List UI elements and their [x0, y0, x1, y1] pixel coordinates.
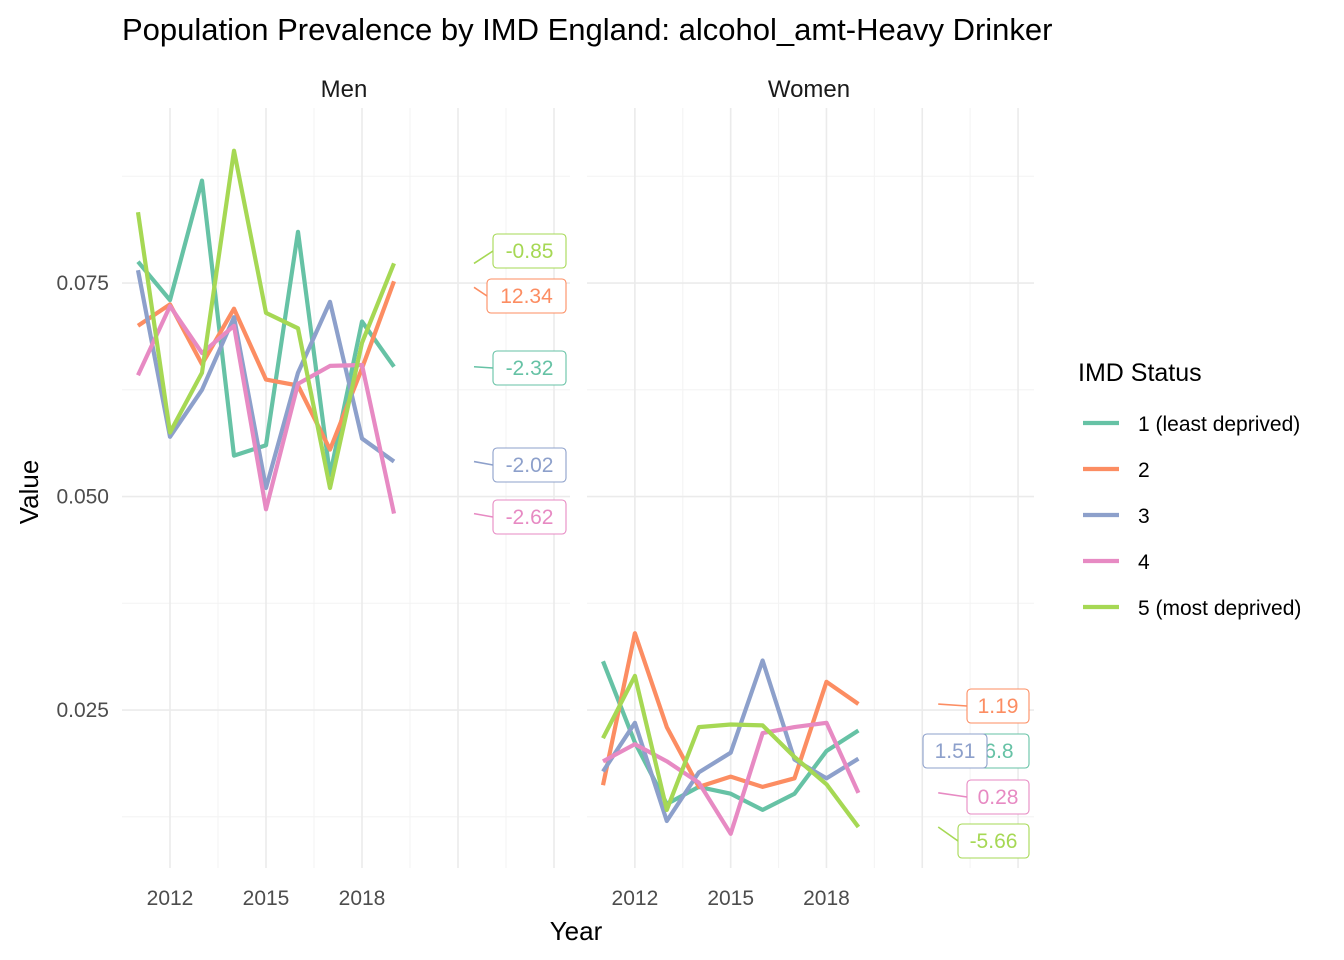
label-leader-line	[473, 250, 494, 265]
end-label-text: -2.32	[506, 357, 554, 380]
x-tick-label: 2012	[147, 887, 194, 910]
legend-label: 1 (least deprived)	[1138, 413, 1300, 436]
legend-item-3: 3	[1083, 505, 1150, 528]
series-line-1	[601, 660, 860, 813]
end-labels: -2.32 12.34 -2.02 -2.62 -0.85	[473, 233, 567, 535]
series-line-4	[136, 304, 397, 515]
end-label-text: 0.28	[978, 786, 1019, 809]
end-label-2: 1.19	[966, 688, 1030, 724]
end-label-1: -2.32	[492, 350, 567, 386]
legend-label: 2	[1138, 459, 1150, 482]
end-label-text: 1.51	[935, 740, 976, 763]
x-tick-label: 2018	[803, 887, 850, 910]
end-label-box	[492, 350, 567, 386]
label-leader-line	[473, 512, 494, 518]
panel-women: 2012 2015 2018 6.8 1.191.510.28 -5.66	[587, 108, 1034, 910]
series-line-5	[601, 673, 861, 829]
series-line-4	[602, 720, 861, 836]
end-label-box	[492, 499, 567, 535]
legend-label: 5 (most deprived)	[1138, 597, 1301, 620]
end-label-5: -5.66	[957, 823, 1030, 859]
x-axis-title: Year	[550, 916, 603, 946]
y-axis-ticks: 0.025 0.050 0.075	[56, 272, 109, 722]
legend: IMD Status 1 (least deprived) 2 3 4 5 (most …	[1078, 359, 1301, 620]
end-label-2: 12.34	[486, 278, 567, 314]
y-tick-label: 0.075	[56, 272, 109, 295]
end-label-text: 12.34	[500, 285, 553, 308]
chart-title: Population Prevalence by IMD England: al…	[122, 12, 1052, 47]
end-label-4: -2.62	[492, 499, 567, 535]
series-line-2	[600, 631, 860, 790]
x-tick-label: 2018	[339, 887, 386, 910]
legend-item-1: 1 (least deprived)	[1083, 413, 1300, 436]
end-label-box	[966, 688, 1030, 724]
x-tick-label: 2015	[243, 887, 290, 910]
legend-label: 3	[1138, 505, 1150, 528]
y-tick-label: 0.025	[56, 699, 109, 722]
end-label-box	[492, 447, 567, 483]
legend-title: IMD Status	[1078, 359, 1202, 387]
end-label-text: -5.66	[970, 830, 1018, 853]
legend-item-4: 4	[1083, 551, 1150, 574]
x-tick-label: 2015	[707, 887, 754, 910]
end-label-3: -2.02	[492, 447, 567, 483]
end-labels: 6.8 1.191.510.28 -5.66	[922, 688, 1030, 859]
panel-strip-men: Men	[321, 76, 368, 103]
y-axis-title: Value	[14, 460, 44, 525]
panel-strip-women: Women	[768, 76, 850, 103]
label-leader-line	[473, 460, 494, 466]
end-label-5: -0.85	[492, 233, 567, 269]
end-label-3: 1.51	[922, 733, 988, 769]
label-leader-line	[938, 703, 968, 707]
series-lines	[135, 148, 397, 515]
legend-item-2: 2	[1083, 459, 1150, 482]
series-line-5	[135, 148, 396, 491]
label-leader-line	[473, 286, 488, 297]
label-leader-line	[473, 365, 494, 369]
end-label-4: 0.28	[966, 779, 1030, 815]
end-label-box	[966, 779, 1030, 815]
end-label-box	[492, 233, 567, 269]
end-label-text: -2.62	[506, 506, 554, 529]
end-label-box	[486, 278, 567, 314]
end-label-text: -2.02	[506, 454, 554, 477]
series-line-1	[136, 178, 396, 478]
y-tick-label: 0.050	[56, 486, 109, 509]
end-label-text: 1.19	[978, 695, 1019, 718]
x-tick-label: 2012	[612, 887, 659, 910]
gridlines	[587, 108, 1034, 868]
end-label-text: -0.85	[506, 240, 554, 263]
panel-men: 2012 2015 2018 -2.32 12.34 -2.02 -2.62 -0.85	[122, 108, 570, 910]
legend-item-5: 5 (most deprived)	[1083, 597, 1301, 620]
legend-label: 4	[1138, 551, 1150, 574]
series-lines	[600, 631, 861, 836]
series-line-3	[601, 658, 860, 824]
label-leader-line	[938, 792, 968, 798]
end-label-box	[922, 733, 988, 769]
end-label-text: 6.8	[984, 740, 1013, 763]
label-leader-line	[937, 826, 959, 842]
end-label-box	[957, 823, 1030, 859]
